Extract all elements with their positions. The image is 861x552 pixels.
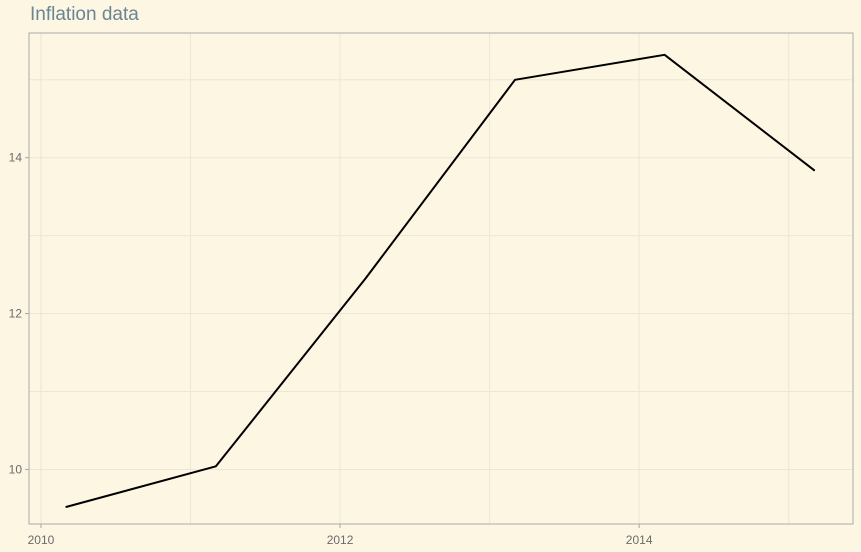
y-tick-label: 12	[9, 307, 23, 321]
chart-title: Inflation data	[30, 4, 139, 25]
plot-panel	[29, 33, 853, 524]
series-line	[65, 53, 816, 508]
x-tick-label: 2014	[626, 533, 653, 547]
plot-border	[28, 32, 854, 525]
y-tick-label: 14	[9, 151, 23, 165]
y-tick-label: 10	[9, 462, 23, 476]
x-tick-label: 2012	[327, 533, 354, 547]
x-tick-label: 2010	[28, 533, 55, 547]
